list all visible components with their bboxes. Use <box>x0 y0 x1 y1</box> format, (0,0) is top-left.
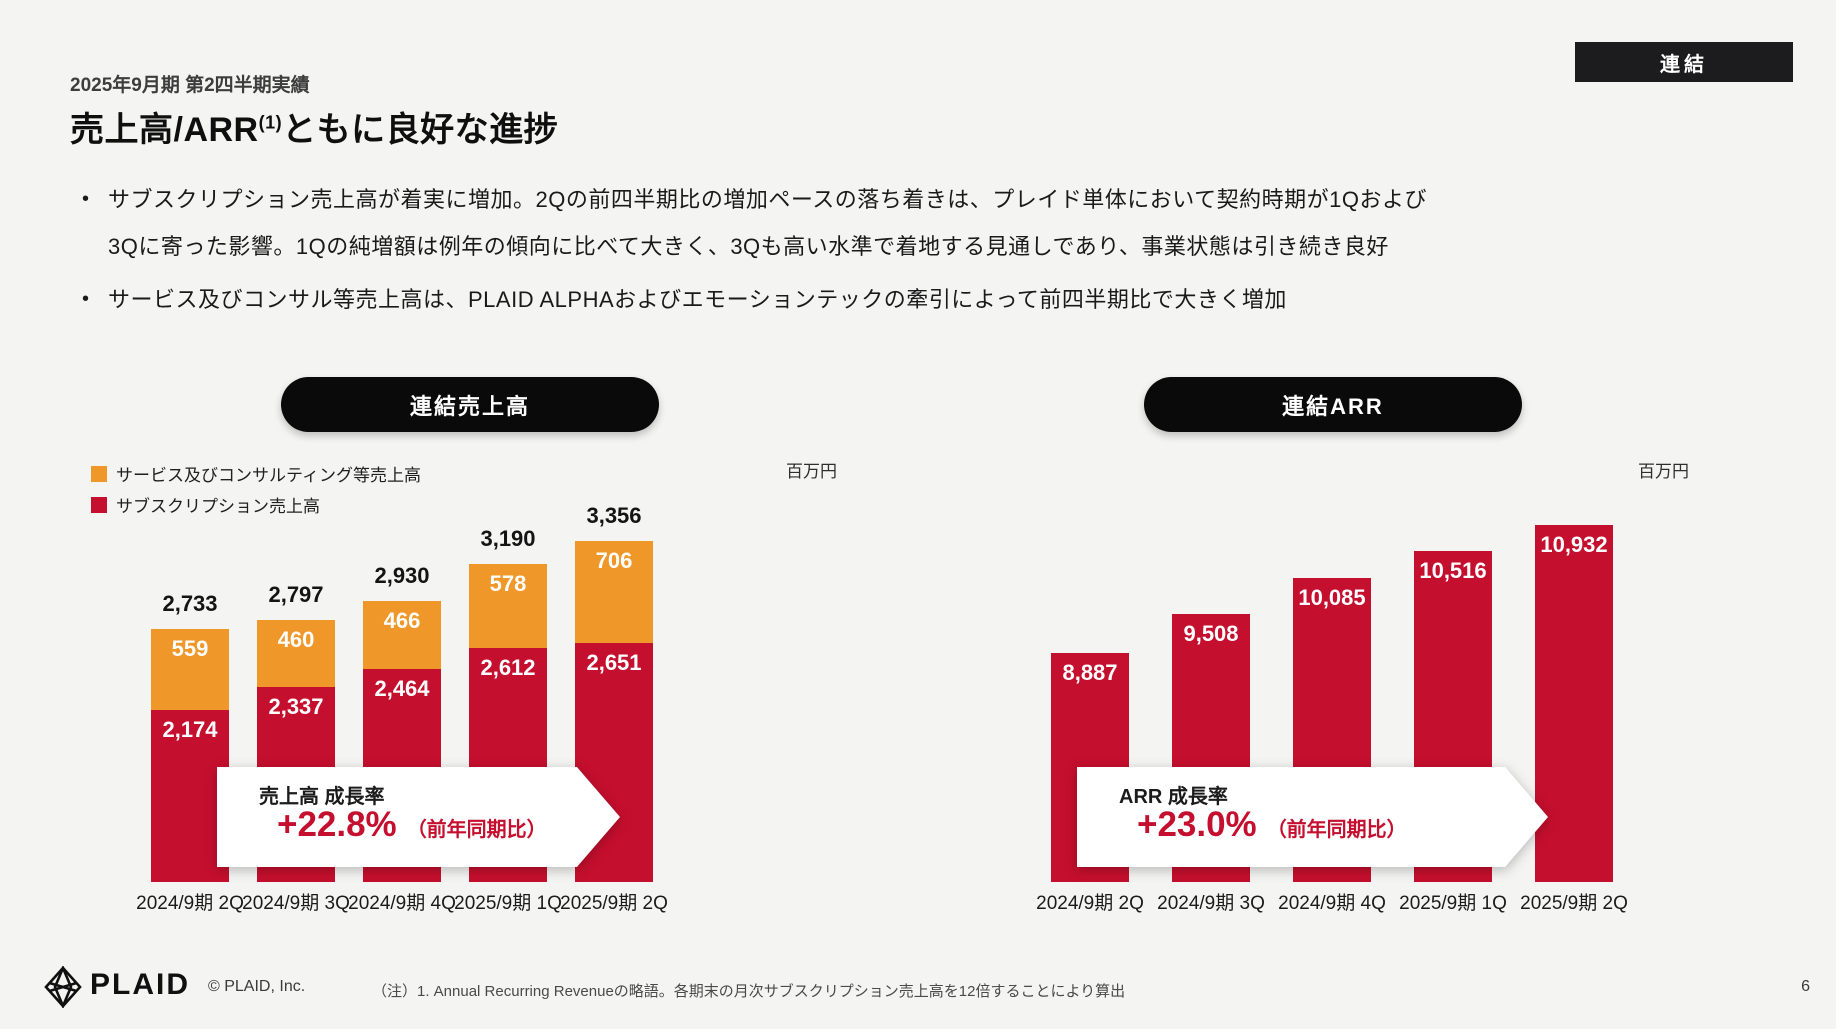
bar-segment-arr <box>1535 525 1613 882</box>
plaid-logo-text: PLAID <box>90 968 190 1001</box>
growth-callout-label: ARR 成長率 <box>1119 786 1228 808</box>
plaid-logo-icon <box>44 966 82 1008</box>
callout-arrow-shape: ARR 成長率 +23.0% （前年同期比） <box>1077 767 1548 867</box>
growth-rate-value: +22.8% <box>277 805 397 844</box>
x-axis-label: 2025/9期 2Q <box>560 893 668 914</box>
arr-growth-callout: ARR 成長率 +23.0% （前年同期比） <box>1077 767 1548 867</box>
legend: サービス及びコンサルティング等売上高 サブスクリプション売上高 <box>91 458 421 520</box>
bullet-item: サービス及びコンサル等売上高は、PLAID ALPHAおよびエモーションテックの… <box>76 276 1444 323</box>
bar-value-label: 2,612 <box>480 655 536 680</box>
x-axis-label: 2024/9期 4Q <box>1278 893 1386 914</box>
bar-segment-service <box>257 620 335 687</box>
bar-value-label: 8,887 <box>1062 660 1118 685</box>
service-revenue-swatch-icon <box>91 465 107 482</box>
growth-rate-value: +23.0% <box>1137 805 1257 844</box>
title-prefix: 売上高/ARR <box>70 111 259 149</box>
legend-item: サブスクリプション売上高 <box>91 489 421 520</box>
title-footnote-marker: (1) <box>258 112 283 133</box>
bullet-list: サブスクリプション売上高が着実に増加。2Qの前四半期比の増加ペースの落ち着きは、… <box>76 176 1444 329</box>
consolidated-badge: 連結 <box>1575 42 1793 82</box>
bar-value-label: 10,516 <box>1419 558 1487 583</box>
bar-segment-service <box>363 601 441 669</box>
copyright: © PLAID, Inc. <box>208 978 306 995</box>
bar-value-label: 578 <box>489 571 527 596</box>
x-axis-label: 2024/9期 2Q <box>1036 893 1144 914</box>
bar-value-label: 10,085 <box>1298 585 1366 610</box>
x-axis-label: 2024/9期 3Q <box>242 893 350 914</box>
x-axis-label: 2024/9期 3Q <box>1157 893 1265 914</box>
report-period-kicker: 2025年9月期 第2四半期実績 <box>70 75 310 96</box>
bar-segment-service <box>469 564 547 648</box>
bar-value-label: 460 <box>277 627 315 652</box>
bar-value-label: 2,464 <box>374 676 430 701</box>
bar-value-label: 2,337 <box>268 694 324 719</box>
growth-callout-label: 売上高 成長率 <box>259 786 385 808</box>
bar-value-label: 10,932 <box>1540 532 1608 557</box>
subscription-revenue-swatch-icon <box>91 496 107 513</box>
bar-segment-subscription <box>151 710 229 882</box>
bar-value-label: 2,651 <box>586 650 642 675</box>
bar-segment-service <box>151 629 229 710</box>
bar-value-label: 559 <box>171 636 209 661</box>
x-axis-label: 2025/9期 2Q <box>1520 893 1628 914</box>
title-suffix: ともに良好な進捗 <box>282 111 559 149</box>
bar-total-label: 2,797 <box>268 582 324 607</box>
arr-chart-title-pill: 連結ARR <box>1144 377 1522 432</box>
bar-total-label: 2,733 <box>162 591 218 616</box>
legend-label: サブスクリプション売上高 <box>116 497 320 516</box>
x-axis-label: 2025/9期 1Q <box>1399 893 1507 914</box>
bar-value-label: 706 <box>595 548 633 573</box>
x-axis-label: 2025/9期 1Q <box>454 893 562 914</box>
revenue-growth-callout: 売上高 成長率 +22.8% （前年同期比） <box>217 767 620 867</box>
callout-arrow-shape: 売上高 成長率 +22.8% （前年同期比） <box>217 767 620 867</box>
bar-value-label: 9,508 <box>1183 621 1239 646</box>
page-title: 売上高/ARR(1)ともに良好な進捗 <box>70 102 558 151</box>
growth-callout-row: +23.0% （前年同期比） <box>1137 805 1407 845</box>
growth-callout-row: +22.8% （前年同期比） <box>277 805 547 845</box>
bar-value-label: 2,174 <box>162 717 218 742</box>
unit-label: 百万円 <box>1638 462 1689 481</box>
growth-rate-basis: （前年同期比） <box>406 819 547 841</box>
legend-label: サービス及びコンサルティング等売上高 <box>116 466 421 485</box>
page-number: 6 <box>1801 978 1810 995</box>
footnote: （注）1. Annual Recurring Revenueの略語。各期末の月次… <box>372 983 1126 1000</box>
bar-total-label: 3,356 <box>586 503 642 528</box>
unit-label: 百万円 <box>786 462 837 481</box>
x-axis-label: 2024/9期 2Q <box>136 893 244 914</box>
x-axis-label: 2024/9期 4Q <box>348 893 456 914</box>
bar-total-label: 2,930 <box>374 563 430 588</box>
bar-segment-service <box>575 541 653 643</box>
growth-rate-basis: （前年同期比） <box>1266 819 1407 841</box>
bar-value-label: 466 <box>383 608 421 633</box>
legend-item: サービス及びコンサルティング等売上高 <box>91 458 421 489</box>
bar-total-label: 3,190 <box>480 526 536 551</box>
bullet-item: サブスクリプション売上高が着実に増加。2Qの前四半期比の増加ペースの落ち着きは、… <box>76 176 1444 270</box>
revenue-chart-title-pill: 連結売上高 <box>281 377 659 432</box>
